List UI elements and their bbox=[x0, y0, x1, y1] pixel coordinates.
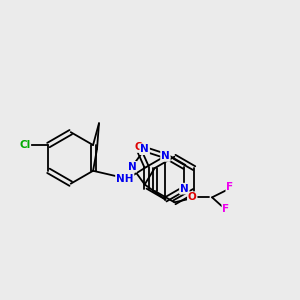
Text: F: F bbox=[222, 204, 230, 214]
Text: O: O bbox=[134, 142, 143, 152]
Text: N: N bbox=[180, 184, 189, 194]
Text: NH: NH bbox=[116, 174, 134, 184]
Text: F: F bbox=[226, 182, 233, 192]
Text: N: N bbox=[161, 151, 170, 161]
Text: N: N bbox=[128, 162, 136, 172]
Text: O: O bbox=[188, 192, 197, 203]
Text: N: N bbox=[140, 144, 149, 154]
Text: Cl: Cl bbox=[19, 140, 30, 150]
